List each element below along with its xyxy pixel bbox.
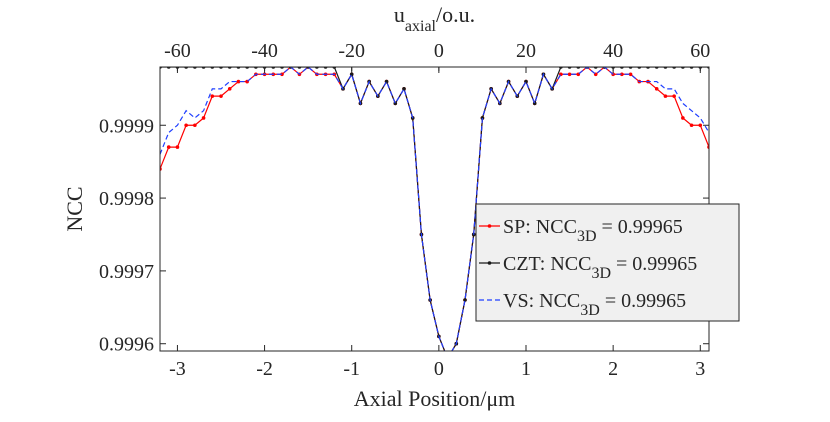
series-point-sp [681, 116, 685, 120]
top-x-axis-title-base: u [394, 2, 405, 27]
legend-label-sub: 3D [580, 302, 600, 319]
series-point-sp [446, 356, 450, 360]
series-point-sp [210, 94, 215, 98]
top-x-tick-label: -20 [338, 40, 365, 62]
series-point-sp [219, 94, 223, 98]
series-point-sp [184, 123, 188, 128]
legend-label-sub: 3D [577, 228, 597, 245]
y-tick-label: 0.9999 [99, 115, 154, 137]
series-point-sp [193, 123, 197, 128]
legend-label-vs: VS: NCC3D = 0.99965 [503, 290, 686, 319]
series-point-sp [175, 145, 180, 149]
axes: -3 -2 -1 0 1 2 3 -60 -40 -20 0 20 40 60 0.9996 0.9997 0.… [62, 2, 710, 411]
x-tick-label: -2 [256, 358, 273, 380]
top-x-tick-label: 40 [603, 40, 623, 62]
series-point-czt [446, 356, 450, 360]
series-point-sp [620, 72, 624, 77]
legend-label-czt: CZT: NCC3D = 0.99965 [503, 253, 697, 282]
series-point-sp [280, 72, 284, 77]
series-point-czt [480, 116, 485, 120]
series-point-sp [689, 123, 694, 128]
series-point-sp [236, 79, 241, 84]
x-tick-label: -3 [169, 358, 186, 380]
legend-box [475, 203, 740, 322]
series-point-sp [628, 72, 633, 77]
legend-label-sub: 3D [591, 265, 611, 282]
top-x-axis-title-sub: axial [405, 18, 437, 35]
x-tick-label: -1 [343, 358, 360, 380]
x-tick-label: 3 [695, 358, 705, 380]
top-x-tick-label: -40 [251, 40, 278, 62]
y-tick-label: 0.9997 [99, 261, 154, 283]
top-x-tick-label: 0 [434, 40, 444, 62]
x-tick-label: 1 [521, 358, 531, 380]
top-x-axis-title-rest: /o.u. [436, 2, 475, 27]
series-point-czt [402, 87, 406, 91]
legend-label-main: VS: NCC [503, 290, 580, 312]
legend-label-main: SP: NCC [503, 216, 577, 238]
y-tick-label: 0.9996 [99, 334, 154, 356]
y-axis-title: NCC [62, 186, 87, 231]
series-point-sp [698, 123, 703, 128]
series-line-vs [160, 67, 709, 351]
series-point-sp [166, 145, 171, 149]
top-x-axis-title: uaxial/o.u. [394, 2, 475, 35]
legend-label-value: = 0.99965 [600, 290, 686, 312]
y-tick-label: 0.9998 [99, 188, 154, 210]
legend-label-value: = 0.99965 [597, 216, 683, 238]
legend-marker-czt [487, 261, 492, 265]
x-tick-label: 2 [608, 358, 618, 380]
legend-label-main: CZT: NCC [503, 253, 591, 275]
series-point-sp [672, 94, 676, 98]
series-point-sp [201, 116, 206, 120]
x-tick-label: 0 [434, 358, 444, 380]
top-x-tick-label: 20 [516, 40, 536, 62]
legend-label-value: = 0.99965 [611, 253, 697, 275]
series-point-czt [463, 298, 467, 302]
series-point-sp [663, 94, 668, 98]
series-point-sp [227, 87, 232, 91]
top-x-tick-label: -60 [164, 40, 191, 62]
x-axis-title: Axial Position/μm [354, 386, 516, 411]
series-line-czt [160, 67, 709, 351]
series-point-sp [654, 87, 659, 91]
legend-marker-sp [487, 224, 492, 228]
top-x-tick-label: 60 [690, 40, 710, 62]
legend-label-sp: SP: NCC3D = 0.99965 [503, 216, 683, 245]
series-point-sp [567, 72, 572, 77]
